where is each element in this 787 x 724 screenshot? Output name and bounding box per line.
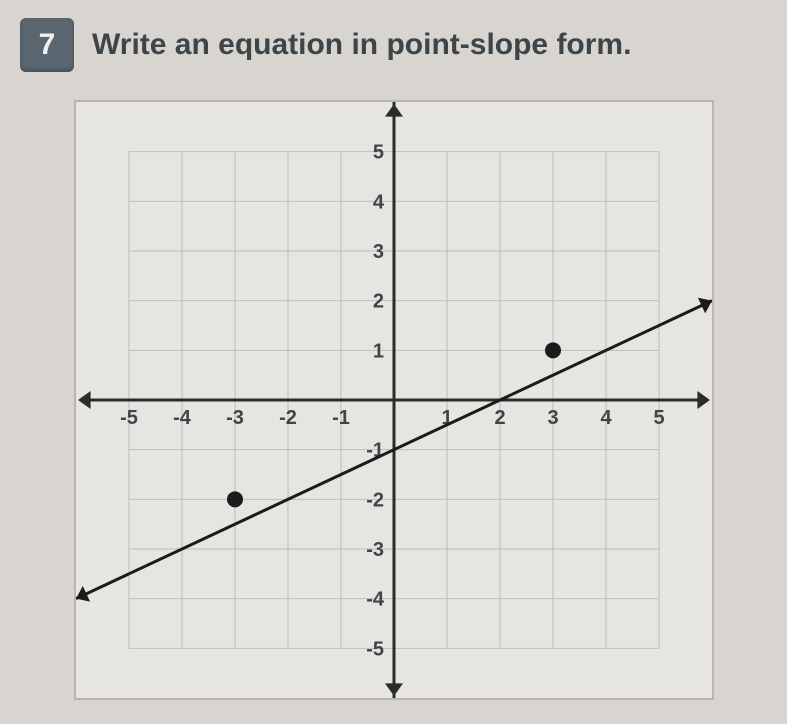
coordinate-plane: -5-4-3-2-112345-5-4-3-2-112345 xyxy=(76,102,712,698)
question-number-badge: 7 xyxy=(20,18,74,72)
y-tick-label: 4 xyxy=(372,191,384,213)
x-tick-label: 5 xyxy=(653,407,664,429)
y-tick-label: 2 xyxy=(372,291,383,313)
x-tick-label: -5 xyxy=(120,407,138,429)
x-tick-label: 4 xyxy=(600,407,612,429)
y-tick-label: -4 xyxy=(366,589,385,611)
chart-frame: -5-4-3-2-112345-5-4-3-2-112345 xyxy=(74,100,714,700)
x-axis-arrow-left-icon xyxy=(78,391,91,409)
y-tick-label: -2 xyxy=(366,489,384,511)
x-tick-label: -3 xyxy=(226,407,244,429)
y-tick-label: 1 xyxy=(372,340,383,362)
y-tick-label: -5 xyxy=(366,638,384,660)
y-axis-arrow-up-icon xyxy=(385,104,403,117)
y-tick-label: -3 xyxy=(366,539,384,561)
x-tick-label: -2 xyxy=(279,407,297,429)
plotted-point xyxy=(227,491,243,507)
x-axis-arrow-right-icon xyxy=(697,391,710,409)
y-tick-label: 5 xyxy=(372,142,383,164)
x-tick-label: -1 xyxy=(332,407,350,429)
x-tick-label: 2 xyxy=(494,407,505,429)
y-axis-arrow-down-icon xyxy=(385,683,403,696)
x-tick-label: -4 xyxy=(173,407,192,429)
question-header: 7 Write an equation in point-slope form. xyxy=(20,18,767,72)
x-tick-label: 3 xyxy=(547,407,558,429)
plotted-point xyxy=(545,342,561,358)
y-tick-label: 3 xyxy=(372,241,383,263)
page: 7 Write an equation in point-slope form.… xyxy=(0,0,787,724)
question-prompt: Write an equation in point-slope form. xyxy=(92,28,631,62)
